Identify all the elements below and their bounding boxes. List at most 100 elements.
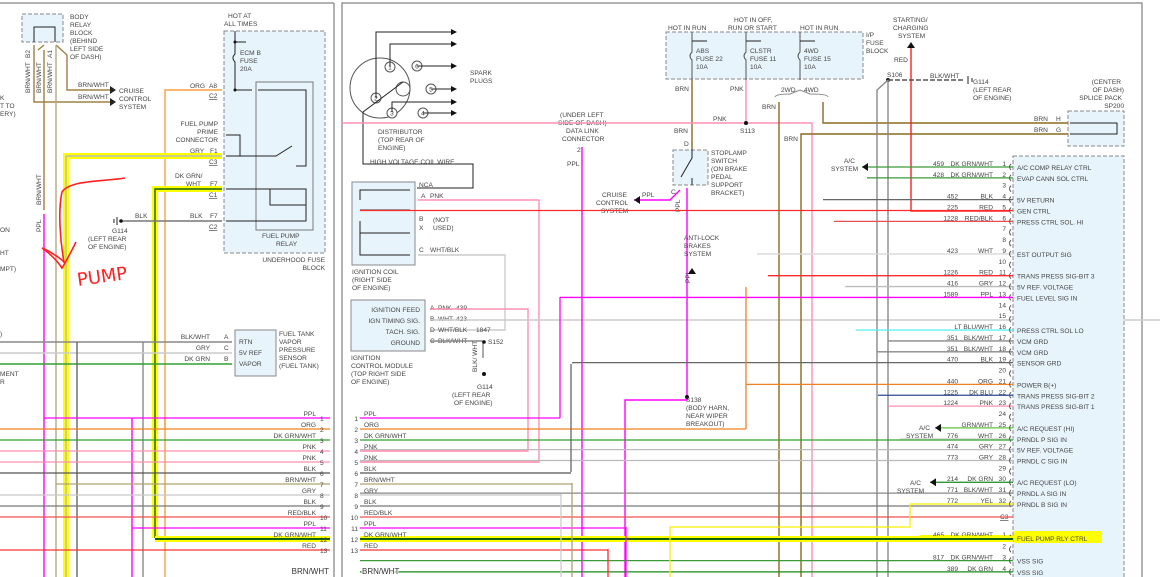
harness-wire-label: RED/BLK [288, 510, 317, 517]
svg-text:NEAR WIPER: NEAR WIPER [686, 413, 728, 420]
pcm-pin-number: 2 [1002, 543, 1006, 550]
svg-text:2: 2 [577, 147, 581, 154]
pin-label: F7 [210, 181, 218, 188]
connector-pin [1009, 489, 1012, 497]
harness-pin-number: 9 [354, 504, 358, 511]
pcm-circuit-number: 772 [947, 498, 958, 505]
arrow-icon [110, 86, 116, 106]
pcm-pin-number: 1 [1002, 532, 1006, 539]
connector-pin [1009, 207, 1012, 214]
pcm-pin-function: VSS SIG [1017, 570, 1043, 577]
svg-text:CRUISE: CRUISE [119, 88, 145, 95]
hot-label: HOT AT [228, 13, 251, 20]
pcm-pin-number: 30 [999, 476, 1007, 483]
harness-pin-number: 10 [351, 515, 359, 522]
pcm-wire-color: ORG [978, 378, 993, 385]
svg-text:(LEFT REAR: (LEFT REAR [973, 87, 1012, 94]
svg-text:BODY: BODY [70, 14, 89, 21]
svg-text:S138: S138 [686, 397, 702, 404]
pcm-pin-number: 24 [999, 411, 1007, 418]
arrow-icon [451, 99, 457, 105]
brace [774, 89, 829, 98]
splice-jumper [1070, 122, 1118, 135]
wire-label: DK GRN/ [175, 173, 203, 180]
fuse-label: ECM B [240, 50, 261, 57]
not-used-label: USED) [433, 225, 454, 232]
pcm-pin-function: A/C REQUEST (LO) [1017, 480, 1077, 487]
svg-text:ANTI-LOCK: ANTI-LOCK [684, 235, 720, 242]
pcm-wire-color: DK GRN/WHT [951, 172, 994, 179]
pcm-pin-number: 26 [999, 433, 1007, 440]
relay-label: FUEL PUMP [262, 233, 300, 240]
connector-pin [1009, 359, 1012, 367]
svg-text:OF ENGINE): OF ENGINE) [351, 379, 389, 386]
svg-text:(BODY HARN,: (BODY HARN, [686, 405, 729, 412]
svg-text:DATA LINK: DATA LINK [566, 128, 599, 135]
abs-label: ANTI-LOCK BRAKES SYSTEM [684, 235, 720, 258]
wire-label: PNK [730, 86, 744, 93]
svg-text:RTN: RTN [239, 339, 253, 346]
wire-label: BLK/WHT [930, 73, 959, 80]
pcm-circuit-number: 1226 [943, 270, 958, 277]
arrow-icon [634, 196, 640, 204]
pcm-wire-color: GRY [979, 444, 994, 451]
bottom-wire-label-right: BRN/WHT [362, 567, 399, 576]
vapor-sensor-label: FUEL TANK VAPOR PRESSURE SENSOR (FUEL TA… [279, 331, 319, 370]
junction [482, 340, 486, 344]
wire-label: BRN/WHT [78, 94, 109, 101]
prime-connector-label: FUEL PUMP [181, 121, 219, 128]
svg-text:SP200: SP200 [1104, 103, 1124, 110]
pcm-circuit-number: 423 [947, 248, 958, 255]
pcm-circuit-number: 225 [947, 204, 958, 211]
ground-icon [482, 372, 486, 376]
svg-text:OF ENGINE): OF ENGINE) [454, 400, 492, 407]
body-relay-block [21, 13, 64, 43]
edge-text: ERY) [0, 111, 16, 118]
connector-pin [1009, 413, 1012, 421]
harness-wire-label: PNK [302, 444, 316, 451]
svg-text:SYSTEM: SYSTEM [906, 433, 933, 440]
wire-label: PPL [642, 192, 655, 199]
cruise-control-label: CRUISE CONTROL SYSTEM [119, 88, 152, 111]
pcm-wire-color: BLK [981, 357, 994, 364]
svg-text:SWITCH: SWITCH [711, 158, 737, 165]
pcm-circuit-number: 351 [947, 335, 958, 342]
svg-text:CONNECTOR: CONNECTOR [562, 136, 605, 143]
terminal-number: 3 [390, 110, 394, 117]
pcm-circuit-number: 776 [947, 433, 958, 440]
svg-text:PRESSURE: PRESSURE [279, 347, 316, 354]
harness-pin-number: 5 [320, 460, 324, 467]
harness-wire-label: PNK [364, 455, 378, 462]
svg-text:(TOP RIGHT SIDE: (TOP RIGHT SIDE [351, 371, 407, 378]
harness-wire-label: BLK [364, 499, 377, 506]
wire-label: PNK [430, 193, 444, 200]
harness-wire-label: BLK [364, 466, 377, 473]
pcm-pin-function: POWER B(+) [1017, 382, 1056, 389]
terminal-number: 2 [374, 95, 378, 102]
pcm-circuit-number: 771 [947, 487, 958, 494]
svg-text:BLK/WHT: BLK/WHT [181, 334, 210, 341]
ground-label: G114 [112, 228, 128, 235]
connector-pin [1009, 272, 1012, 280]
harness-pin-number: 2 [320, 427, 324, 434]
wire-label: 2WD [781, 87, 796, 94]
harness-wire-label: PPL [304, 411, 317, 418]
harness-wire-label: PNK [364, 444, 378, 451]
harness-wire-label: BLK [304, 499, 317, 506]
coil-pin-label: C [419, 247, 424, 254]
pcm-pin-function: TRANS PRESS SIG-BIT 2 [1017, 393, 1095, 400]
circuit-number: 1847 [476, 327, 491, 334]
wire-label: WHT [186, 181, 201, 188]
spark-plug-wires [362, 31, 474, 189]
prime-connector-label: CONNECTOR [176, 137, 219, 144]
pcm-pin-function: VCM GRD [1017, 339, 1048, 346]
fuse-block-label: UNDERHOOD FUSE [262, 257, 325, 264]
svg-text:H: H [1056, 116, 1061, 123]
pcm-wire-color: DK GRN/WHT [951, 532, 994, 539]
pcm-pin-number: 23 [999, 400, 1007, 407]
pcm-pin-function: SENSOR GRD [1017, 361, 1062, 368]
svg-text:BRN: BRN [1034, 127, 1048, 134]
svg-text:VAPOR: VAPOR [239, 361, 262, 368]
pcm-connector-block [1012, 155, 1125, 577]
